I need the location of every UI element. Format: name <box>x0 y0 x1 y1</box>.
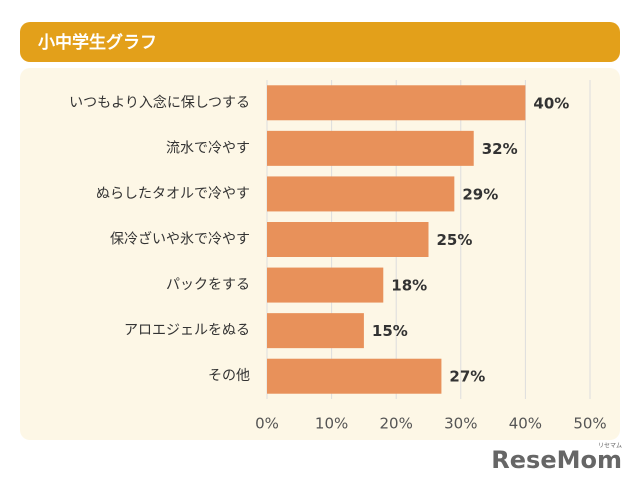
bar <box>267 130 474 166</box>
value-label: 18% <box>391 277 427 295</box>
x-tick-label: 20% <box>380 415 413 433</box>
value-label: 25% <box>437 231 473 249</box>
y-tick-label: 流水で冷やす <box>166 140 250 156</box>
y-tick-label: その他 <box>208 368 250 384</box>
bar <box>267 313 364 349</box>
y-tick-label: パックをする <box>166 277 250 293</box>
header-bar <box>20 22 620 62</box>
value-label: 27% <box>449 368 485 386</box>
value-label: 40% <box>533 94 569 112</box>
bar <box>267 267 384 303</box>
y-tick-label: ぬらしたタオルで冷やす <box>96 186 250 202</box>
x-tick-label: 50% <box>573 415 606 433</box>
chart-title: 小中学生グラフ <box>38 32 157 53</box>
y-tick-label: 保冷ざいや氷で冷やす <box>110 231 250 248</box>
value-label: 15% <box>372 322 408 340</box>
bar <box>267 85 526 121</box>
x-tick-label: 40% <box>509 415 542 433</box>
y-tick-label: いつもより入念に保しつする <box>69 94 250 111</box>
value-label: 32% <box>482 140 518 158</box>
x-tick-label: 10% <box>315 415 348 433</box>
watermark: ReseMom <box>491 446 622 474</box>
bar <box>267 358 442 394</box>
watermark-sub: リセマム <box>598 443 622 450</box>
y-tick-label: アロエジェルをぬる <box>124 323 250 339</box>
bar <box>267 222 429 257</box>
bar <box>267 176 455 212</box>
x-tick-label: 30% <box>444 415 477 433</box>
value-label: 29% <box>462 185 498 203</box>
x-tick-label: 0% <box>255 415 279 433</box>
